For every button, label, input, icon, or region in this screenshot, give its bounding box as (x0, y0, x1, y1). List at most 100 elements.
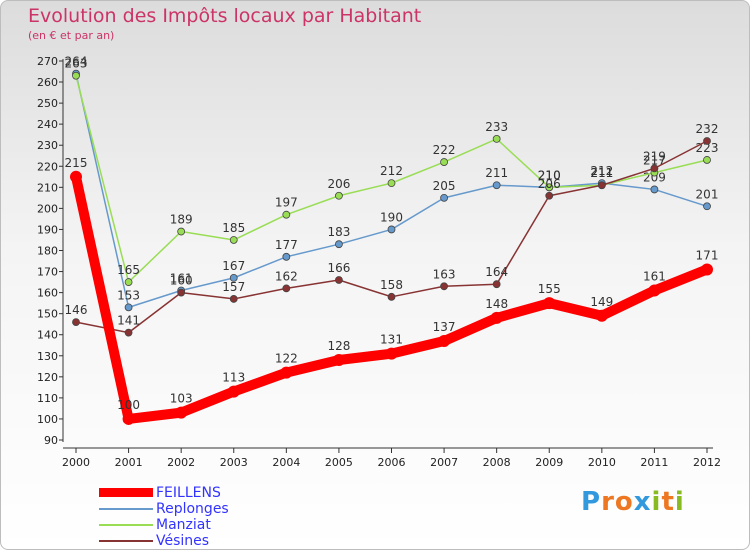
data-label: 219 (643, 149, 666, 163)
x-tick-label: 2005 (325, 456, 353, 469)
data-label: 161 (170, 272, 193, 286)
data-point (177, 288, 186, 297)
data-point (492, 135, 501, 143)
data-label: 201 (696, 187, 719, 201)
y-tick-label: 270 (37, 55, 58, 68)
data-label: 128 (327, 339, 350, 353)
x-tick-label: 2001 (115, 456, 143, 469)
data-point (124, 303, 133, 312)
data-point (703, 202, 711, 211)
data-point (280, 366, 293, 379)
data-label: 212 (380, 164, 403, 178)
data-point (122, 412, 135, 425)
data-point (648, 284, 661, 297)
data-point (703, 156, 711, 164)
data-point (72, 318, 80, 326)
data-label: 148 (485, 297, 508, 311)
data-point (124, 278, 133, 286)
data-point (492, 181, 501, 190)
y-tick-label: 200 (37, 202, 58, 215)
x-tick-label: 2000 (62, 456, 90, 469)
data-point (545, 191, 554, 200)
data-label: 205 (433, 179, 456, 193)
legend-swatch (99, 540, 153, 542)
y-tick-label: 230 (37, 139, 58, 152)
data-label: 100 (117, 398, 140, 412)
x-tick-label: 2012 (693, 456, 721, 469)
data-point (703, 137, 711, 145)
x-tick-label: 2007 (430, 456, 458, 469)
data-label: 141 (117, 314, 140, 328)
y-tick-label: 90 (44, 434, 58, 447)
data-point (335, 240, 343, 249)
logo-letter: i (674, 487, 685, 517)
data-label: 153 (117, 288, 140, 302)
y-tick-label: 220 (37, 160, 58, 173)
data-point (387, 225, 396, 234)
data-label: 171 (696, 248, 719, 262)
data-point (335, 191, 343, 200)
data-label: 162 (275, 269, 298, 283)
legend-label: FEILLENS (156, 485, 221, 501)
legend-label: Vésines (156, 533, 210, 549)
data-label: 185 (222, 221, 245, 235)
data-point (387, 179, 396, 188)
legend-swatch (99, 524, 153, 526)
y-tick-label: 150 (37, 308, 58, 321)
data-label: 113 (222, 371, 245, 385)
logo-letter: P (581, 487, 602, 517)
data-label: 183 (327, 225, 350, 239)
logo-letter: t (661, 487, 675, 517)
data-label: 122 (275, 352, 298, 366)
data-point (72, 71, 80, 80)
data-point (701, 263, 713, 276)
data-label: 177 (275, 238, 298, 252)
data-point (282, 252, 291, 261)
data-label: 264 (65, 55, 88, 69)
data-label: 160 (170, 274, 193, 288)
legend-label: Replonges (156, 501, 229, 517)
x-tick-label: 2004 (272, 456, 300, 469)
y-tick-label: 240 (37, 118, 58, 131)
x-tick-label: 2008 (483, 456, 511, 469)
data-label: 189 (170, 213, 193, 227)
y-tick-label: 250 (37, 97, 58, 110)
data-point (440, 158, 448, 166)
data-point (595, 309, 608, 322)
x-tick-label: 2006 (378, 456, 406, 469)
data-point (332, 353, 345, 366)
x-tick-label: 2009 (535, 456, 563, 469)
proxiti-logo: Proxiti (581, 487, 685, 517)
x-tick-label: 2011 (640, 456, 668, 469)
data-point (492, 280, 501, 289)
data-label: 212 (590, 164, 613, 178)
data-point (650, 164, 659, 173)
data-point (650, 185, 659, 194)
data-label: 161 (643, 270, 666, 284)
data-point (385, 347, 398, 360)
data-label: 211 (590, 166, 613, 180)
logo-letter: r (601, 487, 615, 517)
data-label: 167 (222, 259, 245, 273)
logo-letter: x (633, 487, 652, 517)
data-label: 197 (275, 196, 298, 210)
legend-label: Manziat (156, 517, 211, 533)
data-label: 103 (170, 392, 193, 406)
y-tick-label: 160 (37, 287, 58, 300)
data-label: 210 (538, 168, 561, 182)
data-label: 233 (485, 120, 508, 134)
data-point (282, 210, 291, 219)
logo-letter: i (651, 487, 662, 517)
data-point (229, 295, 238, 303)
legend-swatch (99, 488, 153, 497)
x-tick-label: 2010 (588, 456, 616, 469)
logo-letter: o (614, 487, 634, 517)
data-label: 155 (538, 282, 561, 296)
chart-title: Evolution des Impôts locaux par Habitant (28, 5, 422, 27)
data-label: 146 (65, 303, 88, 317)
data-point (545, 183, 554, 192)
data-point (177, 227, 186, 236)
data-label: 157 (222, 280, 245, 294)
